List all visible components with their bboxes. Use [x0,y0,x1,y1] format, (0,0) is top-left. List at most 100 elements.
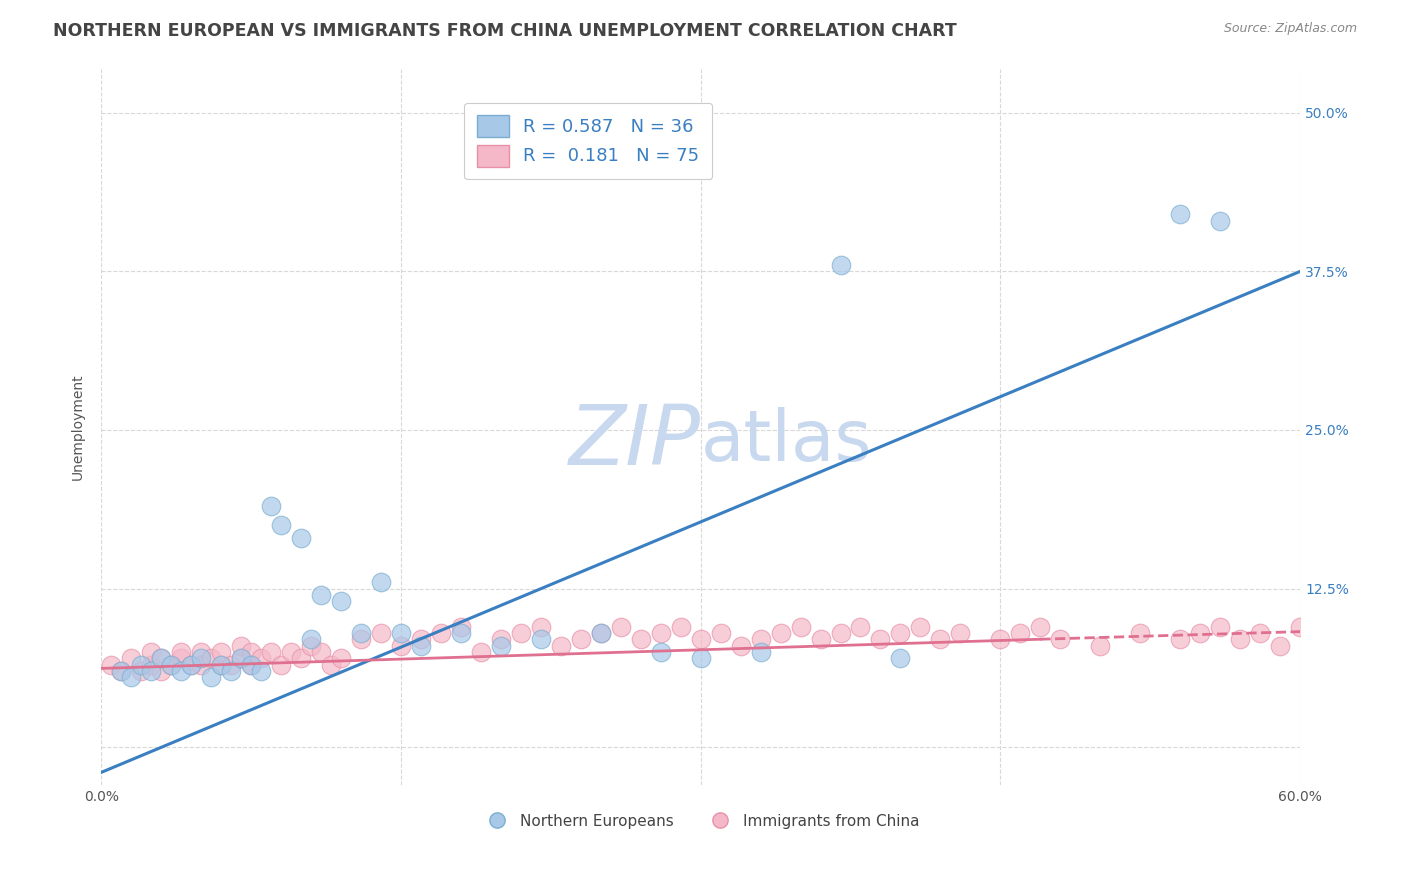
Point [830,626,852,640]
Point [710,626,733,640]
Point [470,645,492,659]
Point [1010,626,1032,640]
Point [309,588,332,602]
Point [370,575,392,590]
Point [150,651,173,665]
Point [330,594,353,608]
Point [489,632,512,647]
Point [889,626,911,640]
Point [769,626,792,640]
Point [1168,207,1191,221]
Point [170,645,193,659]
Point [650,626,672,640]
Point [530,619,553,633]
Point [290,531,312,545]
Point [240,645,263,659]
Point [1029,619,1052,633]
Point [689,651,711,665]
Point [170,651,193,665]
Point [1268,639,1291,653]
Point [190,651,212,665]
Point [280,645,302,659]
Point [929,632,952,647]
Point [389,626,412,640]
Point [450,619,472,633]
Point [170,664,193,678]
Point [689,632,711,647]
Point [160,657,183,672]
Point [100,657,122,672]
Point [550,639,572,653]
Point [749,645,772,659]
Point [810,632,832,647]
Point [129,664,152,678]
Point [370,626,392,640]
Point [229,651,252,665]
Point [309,645,332,659]
Point [430,626,453,640]
Point [200,670,222,684]
Point [350,632,373,647]
Point [988,632,1011,647]
Y-axis label: Unemployment: Unemployment [72,374,86,480]
Point [120,651,142,665]
Point [209,657,232,672]
Point [409,639,432,653]
Point [160,657,183,672]
Point [180,657,202,672]
Point [1189,626,1212,640]
Point [299,632,322,647]
Text: Source: ZipAtlas.com: Source: ZipAtlas.com [1223,22,1357,36]
Point [650,645,672,659]
Text: atlas: atlas [700,407,872,475]
Point [669,619,692,633]
Point [609,619,631,633]
Point [209,645,232,659]
Point [949,626,972,640]
Point [299,639,322,653]
Text: ZIP: ZIP [568,401,700,482]
Point [849,619,872,633]
Point [789,619,811,633]
Point [219,657,242,672]
Point [1229,632,1251,647]
Point [409,632,432,647]
Point [1209,619,1232,633]
Point [150,664,173,678]
Point [889,651,911,665]
Point [209,657,232,672]
Point [190,657,212,672]
Point [129,657,152,672]
Point [569,632,592,647]
Point [180,657,202,672]
Point [120,670,142,684]
Point [270,657,292,672]
Point [589,626,612,640]
Point [260,645,283,659]
Point [250,664,273,678]
Point [830,258,852,272]
Point [910,619,932,633]
Point [229,651,252,665]
Point [489,639,512,653]
Legend: Northern Europeans, Immigrants from China: Northern Europeans, Immigrants from Chin… [477,807,925,835]
Point [1209,213,1232,227]
Point [1289,619,1312,633]
Point [190,645,212,659]
Point [250,651,273,665]
Point [589,626,612,640]
Point [1129,626,1152,640]
Point [330,651,353,665]
Point [290,651,312,665]
Text: NORTHERN EUROPEAN VS IMMIGRANTS FROM CHINA UNEMPLOYMENT CORRELATION CHART: NORTHERN EUROPEAN VS IMMIGRANTS FROM CHI… [53,22,957,40]
Point [450,626,472,640]
Point [869,632,891,647]
Point [509,626,531,640]
Point [319,657,342,672]
Point [1049,632,1071,647]
Point [270,518,292,533]
Point [730,639,752,653]
Point [389,639,412,653]
Point [219,664,242,678]
Point [630,632,652,647]
